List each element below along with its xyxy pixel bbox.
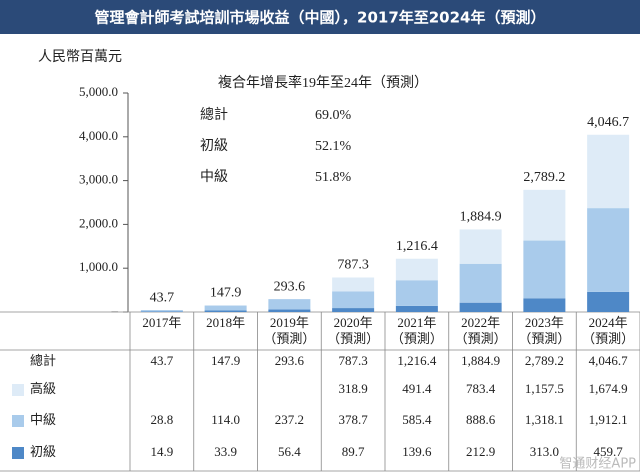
table-cell: 147.9 [211, 353, 240, 368]
table-cell: 1,674.9 [589, 381, 628, 396]
cagr-value: 69.0% [315, 108, 352, 123]
bar-segment [587, 291, 630, 312]
table-cell: 139.6 [402, 444, 432, 459]
table-cell: 491.4 [402, 381, 432, 396]
x-tick-label: 2020年 （預測） [327, 315, 380, 346]
watermark: 智通财经APP [559, 457, 636, 472]
chart-title: 管理會計師考試培訓市場收益（中國），2017年至2024年（預測） [95, 9, 546, 27]
table-cell: 888.6 [466, 412, 496, 427]
table-cell: 293.6 [275, 353, 305, 368]
y-tick-label: 1,000.0 [79, 259, 118, 274]
legend-label: 初級 [30, 444, 56, 459]
bar-segment [268, 299, 311, 310]
bar-segment [523, 298, 566, 312]
bar-segment [395, 305, 438, 312]
table-cell: 585.4 [402, 412, 432, 427]
y-axis-label: 人民幣百萬元 [38, 49, 122, 65]
row-label: 總計 [30, 353, 56, 368]
total-label: 43.7 [150, 290, 175, 305]
table-cell: 28.8 [151, 412, 174, 427]
bar-segment [459, 263, 502, 303]
table-cell: 459.7 [594, 444, 624, 459]
x-tick-label: 2017年 [142, 315, 182, 330]
bar-segment [459, 302, 502, 312]
cagr-name: 總計 [200, 106, 228, 123]
table-cell: 1,318.1 [525, 412, 564, 427]
legend-label: 高級 [30, 381, 56, 396]
table-cell: 33.9 [214, 444, 237, 459]
table-cell: 212.9 [466, 444, 495, 459]
table-cell: 318.9 [339, 381, 368, 396]
table-cell: 1,912.1 [589, 412, 628, 427]
bar-segment [332, 291, 375, 309]
table-cell: 43.7 [151, 353, 174, 368]
table-cell: 237.2 [275, 412, 304, 427]
bar-segment [204, 310, 247, 312]
bar-segment [332, 308, 375, 312]
legend-swatch [12, 415, 24, 427]
legend-swatch [12, 384, 24, 396]
table-cell: 2,789.2 [525, 353, 564, 368]
x-tick-label: 2024年 （預測） [582, 315, 635, 346]
total-label: 1,884.9 [460, 210, 502, 225]
bar-segment [332, 277, 375, 292]
y-tick-label: 3,000.0 [79, 172, 118, 187]
y-tick-label: 5,000.0 [79, 84, 118, 99]
bar-segment [395, 280, 438, 306]
cagr-name: 初級 [200, 137, 228, 154]
y-tick-label: 4,000.0 [79, 128, 118, 143]
table-cell: 1,884.9 [461, 353, 500, 368]
total-label: 4,046.7 [587, 115, 629, 130]
bar-segment [140, 311, 183, 312]
table-cell: 14.9 [151, 444, 174, 459]
table-cell: 1,216.4 [397, 353, 437, 368]
total-label: 147.9 [210, 286, 242, 301]
bar-segment [395, 258, 438, 281]
table-cell: 114.0 [211, 412, 240, 427]
bar-segment [204, 305, 247, 311]
annotation: 複合年增長率19年至24年（預測） [218, 74, 428, 91]
legend-swatch [12, 447, 24, 459]
bar-segment [523, 189, 566, 241]
table-cell: 378.7 [339, 412, 369, 427]
x-tick-label: 2019年 （預測） [263, 315, 316, 346]
y-tick-label: 2,000.0 [79, 215, 118, 230]
bar-segment [140, 310, 183, 312]
x-tick-label: 2018年 [206, 315, 246, 330]
bar-segment [523, 240, 566, 299]
bar-segment [268, 309, 311, 312]
bar-segment [587, 134, 630, 209]
y-tick-label: – [111, 303, 119, 318]
table-cell: 783.4 [466, 381, 496, 396]
bar-segment [459, 229, 502, 264]
cagr-name: 中級 [200, 169, 228, 185]
cagr-value: 51.8% [315, 170, 352, 185]
bar-segment [587, 208, 630, 292]
table-cell: 89.7 [342, 444, 365, 459]
x-tick-label: 2023年 （預測） [518, 315, 571, 346]
cagr-value: 52.1% [315, 139, 352, 154]
total-label: 293.6 [274, 279, 306, 294]
total-label: 2,789.2 [523, 170, 565, 185]
total-label: 1,216.4 [396, 239, 438, 254]
title-bar [0, 0, 640, 34]
table-cell: 787.3 [339, 353, 368, 368]
x-tick-label: 2021年 （預測） [390, 315, 443, 346]
table-cell: 56.4 [278, 444, 301, 459]
table-cell: 313.0 [530, 444, 559, 459]
total-label: 787.3 [337, 258, 369, 273]
x-tick-label: 2022年 （預測） [454, 315, 507, 346]
table-cell: 4,046.7 [589, 353, 629, 368]
legend-label: 中級 [30, 412, 56, 427]
table-cell: 1,157.5 [525, 381, 564, 396]
